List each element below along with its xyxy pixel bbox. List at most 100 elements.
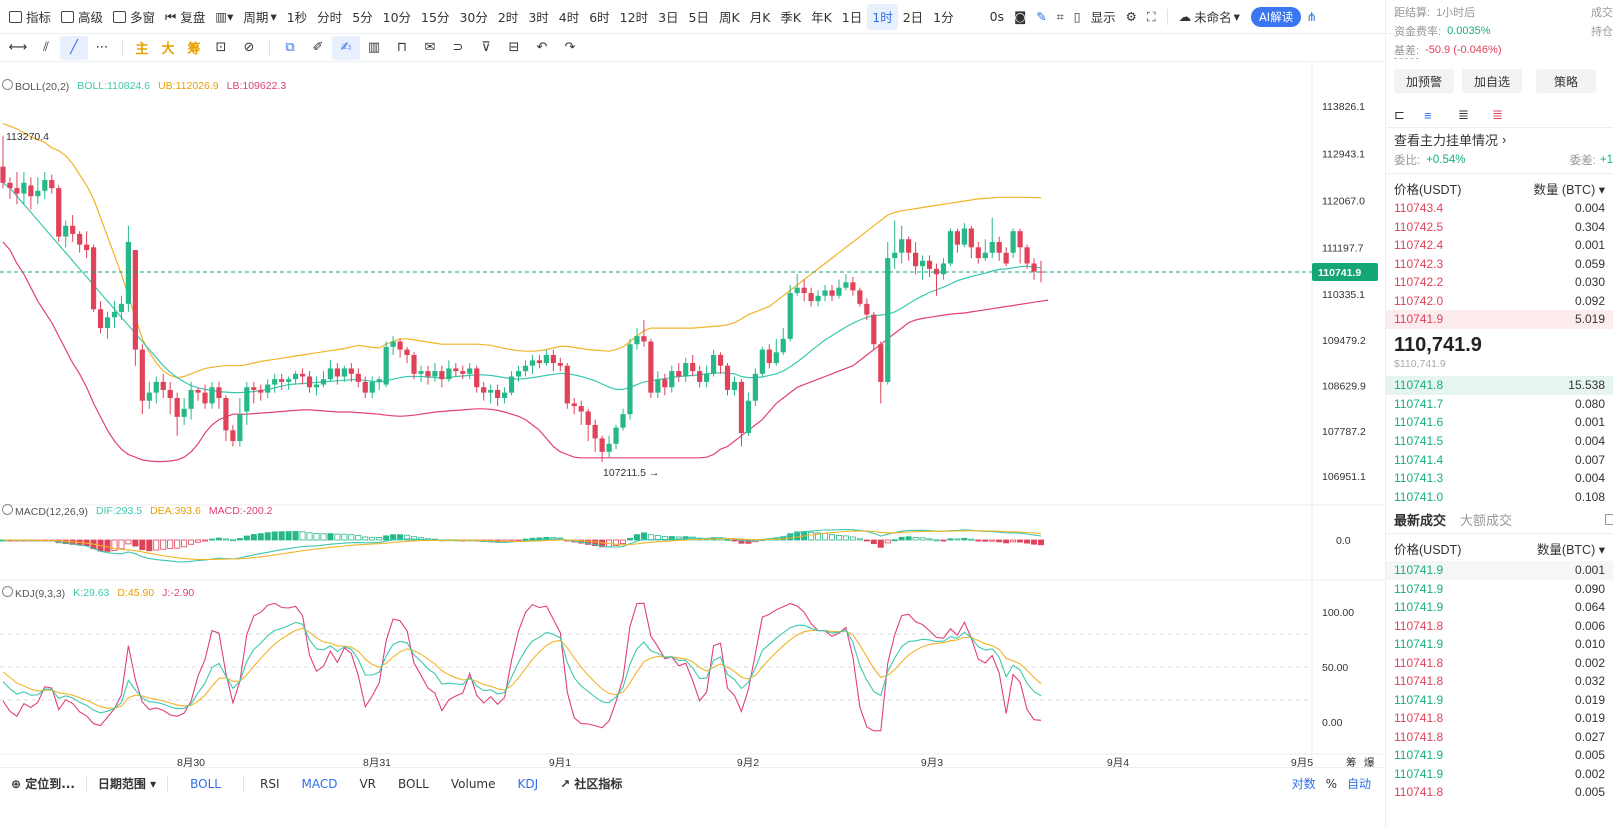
bid-row[interactable]: 110741.3 0.004 <box>1386 469 1613 488</box>
period-3d[interactable]: 3日 <box>658 10 679 25</box>
magnet-icon[interactable]: ⊃ <box>452 40 464 55</box>
trade-row[interactable]: 110741.9 0.005 <box>1386 746 1613 765</box>
period-15m[interactable]: 15分 <box>421 10 450 25</box>
trade-row[interactable]: 110741.8 0.006 <box>1386 617 1613 636</box>
bid-row[interactable]: 110741.0 0.108 <box>1386 488 1613 507</box>
chip-toggle[interactable]: 筹 <box>187 42 201 57</box>
ask-row[interactable]: 110742.0 0.092 <box>1386 292 1613 311</box>
filter-icon[interactable]: ⊽ <box>481 40 491 55</box>
pencil-icon[interactable]: ✐ <box>312 40 324 55</box>
period-month[interactable]: 月K <box>749 10 771 25</box>
main-force-toggle[interactable]: 主 <box>135 42 149 57</box>
period-year[interactable]: 年K <box>811 10 832 25</box>
period-2d[interactable]: 2日 <box>902 10 924 25</box>
ask-row[interactable]: 110741.9 5.019 <box>1386 310 1613 329</box>
period-12h[interactable]: 12时 <box>619 10 649 25</box>
trade-row[interactable]: 110741.9 0.002 <box>1386 765 1613 784</box>
brush-icon[interactable]: ✍ <box>332 35 360 60</box>
tab-macd[interactable]: MACD <box>301 776 338 791</box>
auto-scale-button[interactable]: 自动 <box>1346 777 1371 791</box>
trade-row[interactable]: 110741.8 0.032 <box>1386 672 1613 691</box>
tab-boll-sub[interactable]: BOLL <box>398 776 429 791</box>
layout-bids-icon[interactable]: ≣ <box>1458 107 1469 122</box>
period-30m[interactable]: 30分 <box>459 10 488 25</box>
ask-row[interactable]: 110742.3 0.059 <box>1386 255 1613 274</box>
layout-both-icon[interactable]: ⊏ <box>1394 107 1405 122</box>
date-range-button[interactable]: 日期范围 ▾ <box>97 777 157 791</box>
replay-button[interactable]: ⏮ 复盘 <box>160 4 210 30</box>
parallel-lines-icon[interactable]: ⫽ <box>43 40 49 55</box>
period-2h[interactable]: 2时 <box>497 10 519 25</box>
checkbox[interactable] <box>1605 513 1613 525</box>
settings-icon[interactable]: ⚙ <box>1125 9 1137 24</box>
advanced-button[interactable]: 高级 <box>56 4 108 30</box>
fullscreen-icon[interactable]: ⛶ <box>1146 8 1156 24</box>
share-icon[interactable]: ⋔ <box>1306 9 1317 24</box>
crop-icon[interactable]: ⌗ <box>1056 8 1064 24</box>
camera-icon[interactable]: ◙ <box>1014 9 1027 24</box>
tab-volume[interactable]: Volume <box>450 776 496 791</box>
tab-community-indicators[interactable]: ↗ 社区指标 <box>560 777 623 791</box>
period-1d[interactable]: 1日 <box>841 10 863 25</box>
log-scale-button[interactable]: 对数 <box>1291 777 1316 791</box>
multi-window-button[interactable]: 多窗 <box>108 4 160 30</box>
trade-row[interactable]: 110741.8 0.005 <box>1386 783 1613 802</box>
copy-icon[interactable]: ⧉ <box>285 40 295 55</box>
tab-kdj[interactable]: KDJ <box>517 776 539 791</box>
period-3h[interactable]: 3时 <box>528 10 549 25</box>
period-quarter[interactable]: 季K <box>780 10 802 25</box>
tab-latest-trades[interactable]: 最新成交 <box>1394 512 1447 528</box>
ai-interpret-button[interactable]: AI解读 <box>1250 6 1302 27</box>
trade-row[interactable]: 110741.9 0.019 <box>1386 691 1613 710</box>
delete-icon[interactable]: ⊟ <box>508 40 520 55</box>
kdj-name[interactable]: KDJ(9,3,3) <box>2 586 65 600</box>
candle-type-button[interactable]: ▥▾ <box>210 4 238 30</box>
trade-row[interactable]: 110741.8 0.019 <box>1386 709 1613 728</box>
large-order-toggle[interactable]: 大 <box>161 42 175 57</box>
qty-column-header[interactable]: 数量 (BTC) ▾ <box>1533 182 1605 197</box>
trades-qty-header[interactable]: 数量(BTC) ▾ <box>1536 542 1605 557</box>
indicator-button[interactable]: 指标 <box>4 4 56 30</box>
locate-button[interactable]: ⊕ 定位到... <box>11 777 75 791</box>
horizontal-line-icon[interactable]: ⟷ <box>8 40 28 55</box>
chart-svg[interactable]: 113270.4 107211.5 → 0.0 100.00 50.00 0.00 1… <box>0 62 1385 769</box>
calc-icon[interactable]: ⊡ <box>215 40 227 55</box>
trash-icon[interactable]: ▯ <box>1073 9 1081 24</box>
tab-large-trades[interactable]: 大额成交 <box>1460 512 1513 528</box>
period-1s[interactable]: 1秒 <box>286 10 308 25</box>
trade-row[interactable]: 110741.8 0.002 <box>1386 654 1613 673</box>
trend-line-icon[interactable]: ╱ <box>60 35 88 60</box>
macd-name[interactable]: MACD(12,26,9) <box>2 504 88 518</box>
main-orders-link[interactable]: 查看主力挂单情况 › <box>1394 130 1613 148</box>
period-1h[interactable]: 1时 <box>867 3 898 30</box>
tab-rsi[interactable]: RSI <box>259 776 280 791</box>
tab-boll-main[interactable]: BOLL <box>190 776 221 791</box>
trade-row[interactable]: 110741.9 0.010 <box>1386 635 1613 654</box>
collapse-icon[interactable] <box>2 79 13 90</box>
bid-row[interactable]: 110741.6 0.001 <box>1386 413 1613 432</box>
period-button[interactable]: 周期 ▾ <box>243 9 277 25</box>
layout-asks-icon[interactable]: ≡ <box>1424 107 1432 123</box>
note-icon[interactable]: ✉ <box>424 40 436 55</box>
undo-icon[interactable]: ↶ <box>536 40 548 55</box>
lock-icon[interactable]: ⊓ <box>396 40 408 55</box>
period-4h[interactable]: 4时 <box>558 10 580 25</box>
period-timeline[interactable]: 分时 <box>317 10 343 25</box>
period-5m[interactable]: 5分 <box>352 10 373 25</box>
percent-scale-button[interactable]: % <box>1325 776 1337 791</box>
layout-name-button[interactable]: ☁ 未命名 ▾ <box>1178 9 1240 25</box>
add-alert-button[interactable]: 加预警 <box>1394 69 1454 93</box>
ask-row[interactable]: 110742.4 0.001 <box>1386 236 1613 255</box>
trade-row[interactable]: 110741.9 0.001 <box>1386 561 1613 580</box>
boll-name[interactable]: BOLL(20,2) <box>2 79 69 93</box>
period-week[interactable]: 周K <box>718 10 740 25</box>
collapse-icon[interactable] <box>2 586 13 597</box>
add-watchlist-button[interactable]: 加自选 <box>1462 69 1522 93</box>
period-6h[interactable]: 6时 <box>589 10 610 25</box>
tab-vr[interactable]: VR <box>359 776 377 791</box>
ruler-icon[interactable]: ⊘ <box>243 40 255 55</box>
bid-row[interactable]: 110741.8 15.538 <box>1386 376 1613 395</box>
measure-icon[interactable]: ▥ <box>367 40 381 55</box>
trade-row[interactable]: 110741.8 0.027 <box>1386 728 1613 747</box>
display-button[interactable]: 显示 <box>1090 10 1116 25</box>
